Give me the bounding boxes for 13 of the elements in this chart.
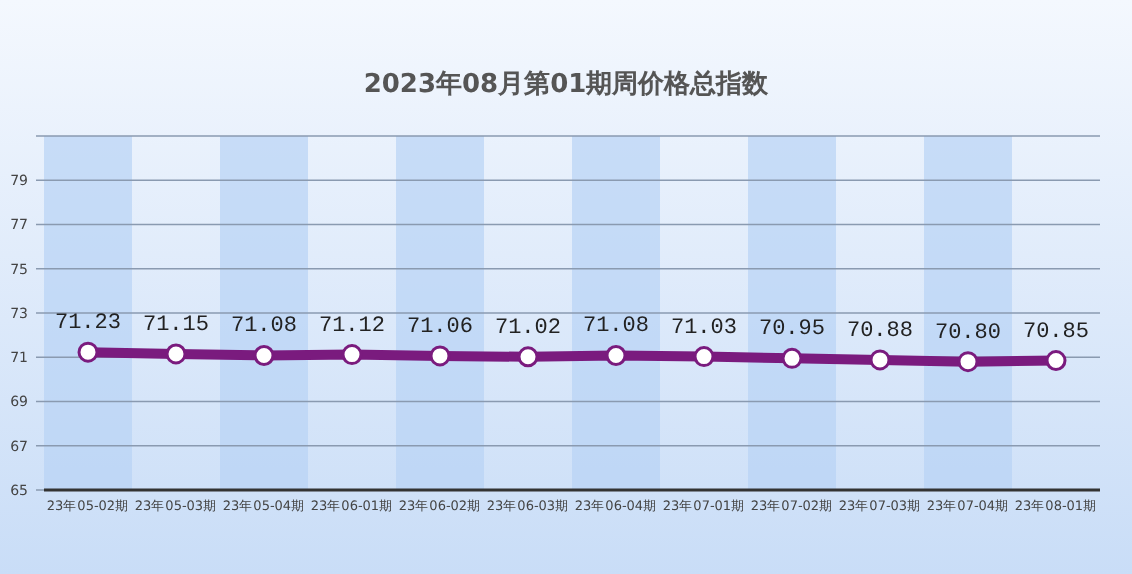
- data-label: 71.12: [318, 314, 386, 339]
- data-label: 70.85: [1022, 320, 1090, 345]
- data-label: 71.08: [582, 315, 650, 340]
- data-label: 71.15: [142, 313, 210, 338]
- data-label: 70.80: [934, 321, 1002, 346]
- data-label: 71.06: [406, 315, 474, 340]
- data-label: 71.23: [54, 312, 122, 337]
- data-label: 70.95: [758, 318, 826, 343]
- data-label: 71.03: [670, 316, 738, 341]
- chart-title: 2023年08月第01期周价格总指数: [363, 68, 771, 100]
- data-label: 71.02: [494, 316, 562, 341]
- data-label: 71.08: [230, 315, 298, 340]
- data-label: 70.88: [846, 319, 914, 344]
